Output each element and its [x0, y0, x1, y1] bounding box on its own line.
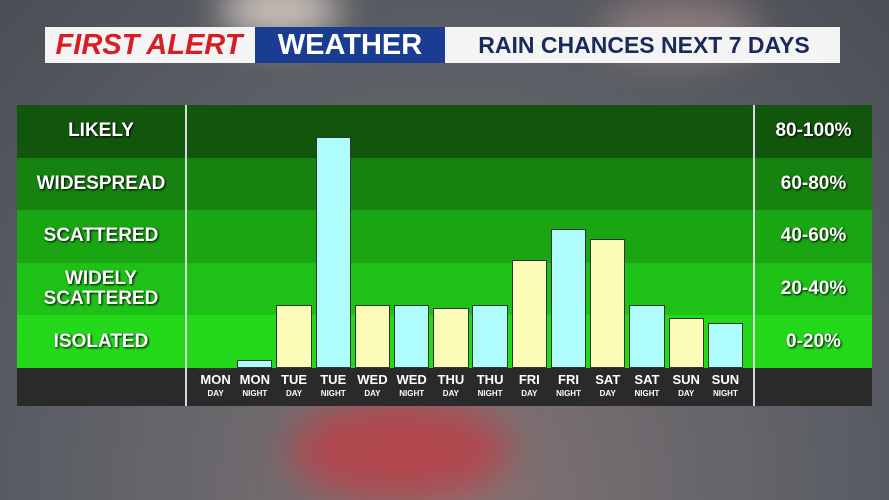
- x-tick-label: FRI: [518, 372, 540, 387]
- x-tick-label: SUN: [672, 372, 700, 387]
- x-tick-sublabel: NIGHT: [320, 389, 346, 398]
- bar: [707, 323, 744, 368]
- band: [17, 105, 872, 158]
- bar: [590, 239, 626, 368]
- bar: [394, 304, 430, 368]
- x-tick-label: MON: [239, 372, 270, 387]
- band-label: WIDELY SCATTERED: [43, 268, 159, 310]
- x-tick-label: FRI: [558, 372, 579, 387]
- x-tick-sublabel: DAY: [678, 389, 695, 398]
- band: [17, 262, 872, 316]
- x-tick-label: SAT: [595, 372, 621, 387]
- program: WEATHER: [255, 27, 445, 63]
- bar: [237, 360, 273, 368]
- x-tick-label: THU: [437, 372, 465, 387]
- range-label: 80-100%: [775, 120, 852, 142]
- x-tick-sublabel: DAY: [599, 389, 616, 398]
- band: [17, 210, 872, 263]
- x-tick-label: WED: [396, 372, 427, 387]
- brand: FIRST ALERT: [55, 28, 243, 61]
- x-tick-label: THU: [476, 372, 504, 387]
- bar: [629, 304, 665, 368]
- bar: [433, 307, 469, 368]
- bar: [668, 318, 704, 368]
- band-label: LIKELY: [68, 120, 134, 142]
- x-tick-label: SAT: [634, 372, 660, 387]
- x-tick-sublabel: NIGHT: [634, 389, 660, 398]
- bar: [354, 304, 391, 368]
- x-tick-label: WED: [357, 372, 388, 387]
- x-tick-label: SUN: [711, 372, 740, 387]
- band-label: ISOLATED: [53, 330, 149, 352]
- band-label: SCATTERED: [43, 225, 159, 247]
- chart-title: RAIN CHANCES NEXT 7 DAYS: [478, 31, 810, 58]
- bar: [276, 304, 312, 368]
- range-label: 20-40%: [780, 278, 847, 300]
- x-tick-sublabel: NIGHT: [556, 389, 581, 398]
- x-tick-sublabel: DAY: [521, 389, 538, 398]
- x-tick-sublabel: NIGHT: [242, 389, 268, 398]
- range-label: 40-60%: [780, 225, 847, 247]
- bar: [197, 368, 234, 370]
- band-label: WIDESPREAD: [36, 172, 166, 194]
- x-tick-sublabel: DAY: [285, 389, 303, 398]
- x-tick-sublabel: NIGHT: [477, 389, 503, 398]
- x-tick-label: TUE: [320, 372, 347, 387]
- x-tick-sublabel: DAY: [364, 389, 381, 398]
- x-tick-sublabel: DAY: [207, 389, 224, 398]
- x-tick-label: TUE: [281, 372, 308, 387]
- bar: [550, 228, 587, 368]
- category-strip: [17, 368, 872, 406]
- band: [17, 157, 872, 211]
- divider: [185, 105, 187, 406]
- range-label: 60-80%: [780, 172, 847, 194]
- x-tick-sublabel: DAY: [442, 389, 459, 398]
- bar: [511, 260, 547, 368]
- x-tick-label: MON: [200, 372, 231, 387]
- x-tick-sublabel: NIGHT: [399, 389, 425, 398]
- background-blur: [290, 400, 510, 500]
- range-label: 0-20%: [786, 330, 841, 352]
- x-tick-sublabel: NIGHT: [712, 389, 738, 398]
- bar: [315, 136, 351, 368]
- divider: [753, 105, 755, 406]
- bar: [472, 304, 508, 368]
